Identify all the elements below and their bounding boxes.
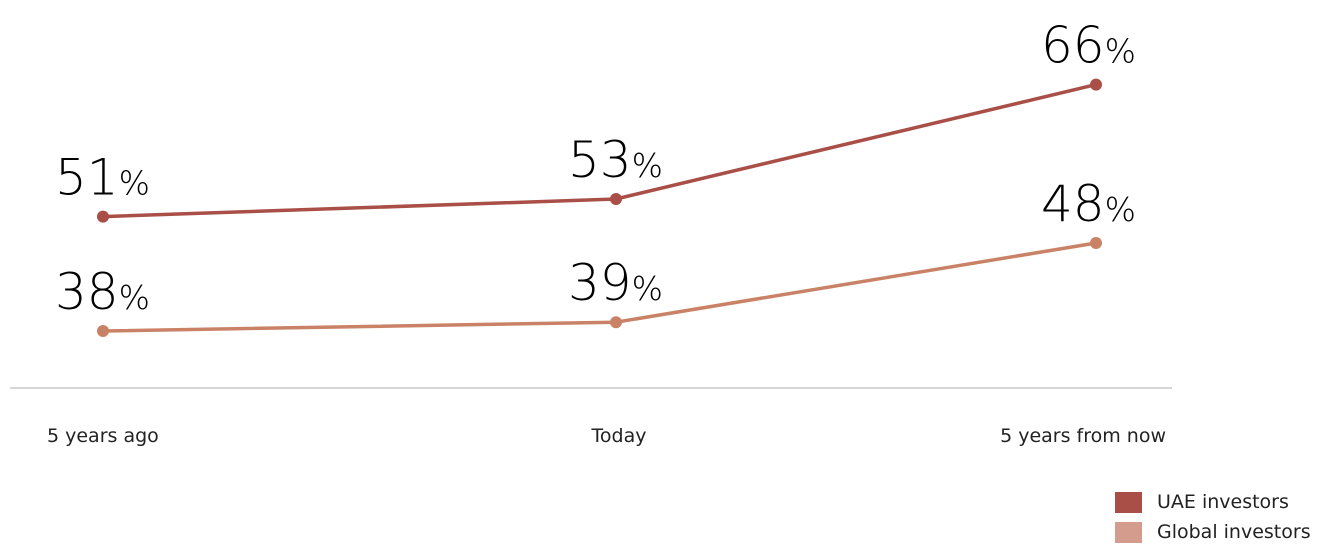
x-tick-label: 5 years ago (47, 425, 159, 447)
legend-label-uae: UAE investors (1157, 491, 1289, 513)
data-point (97, 210, 109, 223)
legend-item-global: Global investors (1115, 517, 1311, 547)
legend-item-uae: UAE investors (1115, 487, 1311, 517)
data-point (610, 316, 622, 329)
data-label: 66% (1041, 17, 1136, 75)
data-point (97, 325, 109, 337)
data-label: 51% (55, 149, 150, 207)
series-layer (97, 78, 1102, 337)
data-label: 39% (568, 254, 663, 312)
data-point (1090, 78, 1102, 91)
data-point (1090, 237, 1102, 249)
data-label: 53% (568, 131, 663, 189)
data-label: 38% (55, 263, 150, 321)
value-labels: 51% 53% 66% 38% 39% 48% (55, 17, 1136, 321)
legend-label-global: Global investors (1157, 521, 1311, 543)
data-label: 48% (1041, 175, 1136, 233)
data-point (610, 193, 622, 205)
x-axis-ticks: 5 years ago Today 5 years from now (47, 425, 1166, 447)
legend-swatch-global (1115, 521, 1142, 543)
x-tick-label: Today (591, 425, 647, 447)
x-tick-label: 5 years from now (1000, 425, 1166, 447)
legend: UAE investors Global investors (1115, 487, 1311, 547)
legend-swatch-uae (1115, 491, 1142, 513)
